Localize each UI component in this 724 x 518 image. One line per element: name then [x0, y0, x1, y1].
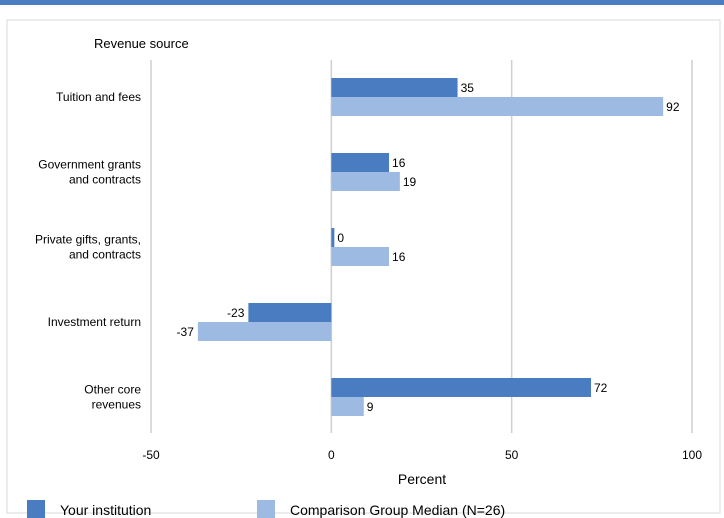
bar-investment-return-your-institution: [248, 303, 332, 322]
bar-value-label: 9: [367, 400, 374, 414]
bar-other-core-revenues-your-institution: [331, 378, 592, 397]
y-axis-title: Revenue source: [94, 36, 189, 51]
bar-value-label: -37: [177, 325, 195, 339]
legend-label-comparison-median: Comparison Group Median (N=26): [290, 502, 505, 518]
header-bar: [0, 0, 724, 5]
bar-tuition-and-fees-comparison-median: [331, 97, 664, 116]
bar-value-label: 35: [461, 81, 475, 95]
x-tick-label: -50: [142, 448, 160, 462]
bar-value-label: 72: [594, 381, 608, 395]
category-label-investment-return: Investment return: [48, 315, 141, 329]
category-label-other-core-revenues: Other core revenues: [84, 383, 141, 412]
bar-value-label: 0: [337, 231, 344, 245]
bar-value-label: 92: [666, 100, 680, 114]
bar-value-label: -23: [227, 306, 245, 320]
bar-private-gifts-grants-and-contracts-your-institution: [331, 228, 335, 247]
legend: Your institution Comparison Group Median…: [27, 500, 505, 518]
x-tick-labels: -50 0 50 100: [142, 448, 702, 462]
bar-value-label: 16: [392, 156, 406, 170]
legend-label-your-institution: Your institution: [60, 502, 151, 518]
bar-other-core-revenues-comparison-median: [331, 397, 364, 416]
category-labels: Tuition and fees Government grants and con…: [35, 90, 141, 412]
x-tick-label: 100: [682, 448, 702, 462]
bar-government-grants-and-contracts-comparison-median: [331, 172, 400, 191]
x-tick-label: 50: [505, 448, 519, 462]
bar-value-label: 16: [392, 250, 406, 264]
bar-investment-return-comparison-median: [197, 322, 332, 341]
category-label-private-gifts-grants-and-contracts: Private gifts, grants, and contracts: [35, 233, 141, 262]
category-label-government-grants-and-contracts: Government grants and contracts: [38, 158, 141, 187]
legend-swatch-your-institution: [27, 500, 45, 518]
x-axis-title: Percent: [398, 471, 446, 487]
bar-value-label: 19: [403, 175, 417, 189]
value-labels: 35 92 16 19 0 16 -23 -37 72 9: [177, 81, 680, 414]
category-label-tuition-and-fees: Tuition and fees: [56, 90, 141, 104]
bar-private-gifts-grants-and-contracts-comparison-median: [331, 247, 390, 266]
bar-government-grants-and-contracts-your-institution: [331, 153, 390, 172]
bars: [197, 78, 664, 416]
legend-swatch-comparison-median: [257, 500, 275, 518]
bar-tuition-and-fees-your-institution: [331, 78, 458, 97]
x-tick-label: 0: [328, 448, 335, 462]
